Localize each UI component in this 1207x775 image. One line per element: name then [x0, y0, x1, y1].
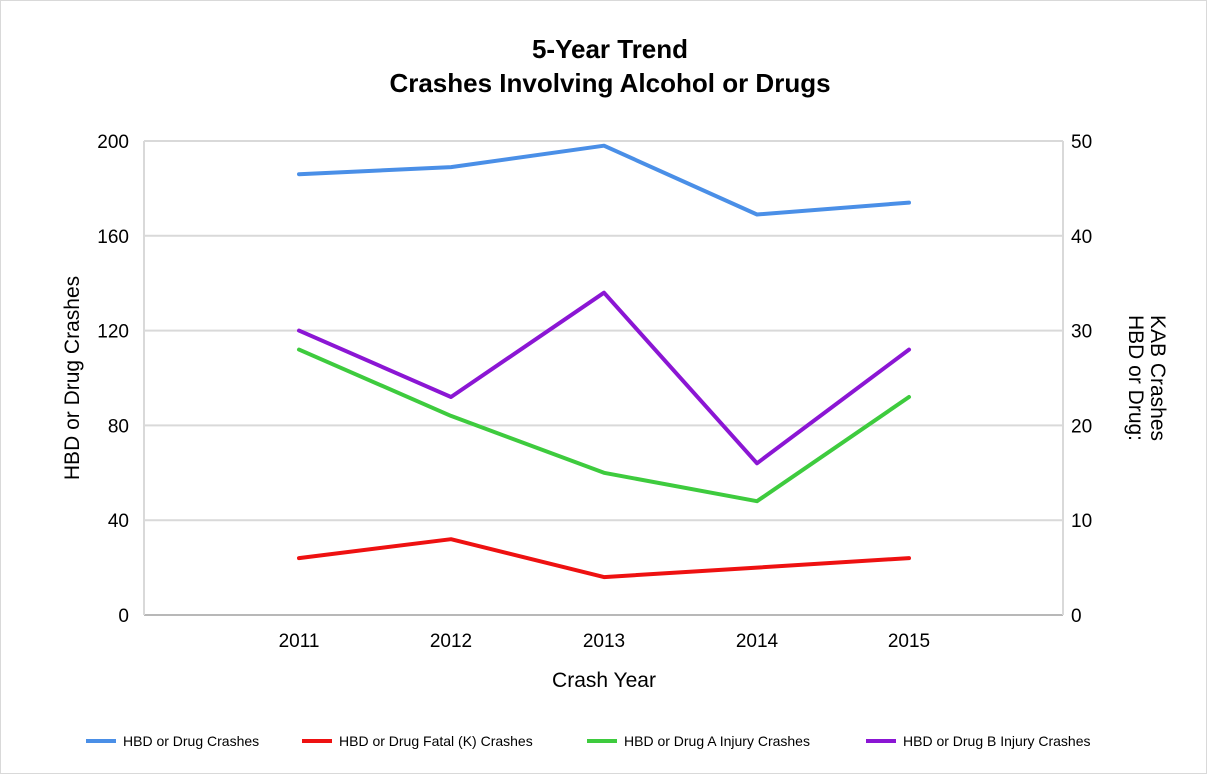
x-axis-ticks: 2011 2012 2013 2014 2015	[279, 631, 931, 652]
series-line-hbd-or-drug-crashes	[297, 143, 911, 217]
left-tick-label: 40	[108, 511, 129, 532]
left-axis-ticks: 0 40 80 120 160 200	[97, 132, 129, 627]
x-tick-label: 2012	[430, 631, 472, 652]
right-axis-ticks: 0 10 20 30 40 50	[1071, 132, 1092, 627]
x-tick-label: 2011	[279, 631, 320, 652]
legend-label: HBD or Drug A Injury Crashes	[624, 733, 810, 749]
series-line-hbd-or-drug-fatal-k-crashes	[297, 537, 911, 580]
x-tick-label: 2013	[583, 631, 625, 652]
series-lines	[297, 143, 911, 580]
legend-label: HBD or Drug B Injury Crashes	[903, 733, 1091, 749]
left-tick-label: 0	[118, 606, 129, 627]
legend-label: HBD or Drug Crashes	[123, 733, 259, 749]
right-axis-title-line-2: KAB Crashes	[1146, 315, 1169, 441]
right-tick-label: 30	[1071, 322, 1092, 343]
left-tick-label: 200	[97, 132, 129, 153]
chart-title-line-1: 5-Year Trend	[532, 34, 688, 64]
series-line-hbd-or-drug-a-injury-crashes	[297, 347, 911, 504]
right-axis-title-line-1: HBD or Drug:	[1124, 315, 1147, 441]
series-line-hbd-or-drug-b-injury-crashes	[297, 290, 911, 466]
right-tick-label: 10	[1071, 511, 1092, 532]
right-tick-label: 40	[1071, 227, 1092, 248]
legend: HBD or Drug Crashes HBD or Drug Fatal (K)…	[86, 733, 1091, 749]
gridlines	[143, 140, 1064, 616]
chart-title-line-2: Crashes Involving Alcohol or Drugs	[389, 68, 830, 98]
x-tick-label: 2014	[736, 631, 779, 652]
x-axis-title: Crash Year	[552, 669, 656, 692]
legend-label: HBD or Drug Fatal (K) Crashes	[339, 733, 533, 749]
right-tick-label: 20	[1071, 416, 1092, 437]
x-tick-label: 2015	[888, 631, 930, 652]
left-tick-label: 120	[97, 322, 129, 343]
left-tick-label: 160	[97, 227, 129, 248]
left-axis-title: HBD or Drug Crashes	[61, 276, 84, 480]
left-tick-label: 80	[108, 416, 129, 437]
right-tick-label: 0	[1071, 606, 1082, 627]
right-tick-label: 50	[1071, 132, 1092, 153]
